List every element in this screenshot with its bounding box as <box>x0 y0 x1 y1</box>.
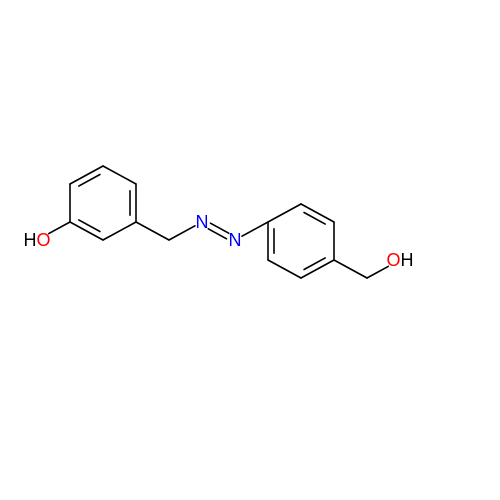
atom-label: N <box>229 230 242 250</box>
atom-label: N <box>196 212 209 232</box>
atom-label: OH <box>386 250 413 270</box>
molecule-diagram: HO NN OH <box>0 0 500 500</box>
atom-label: HO <box>23 230 50 250</box>
